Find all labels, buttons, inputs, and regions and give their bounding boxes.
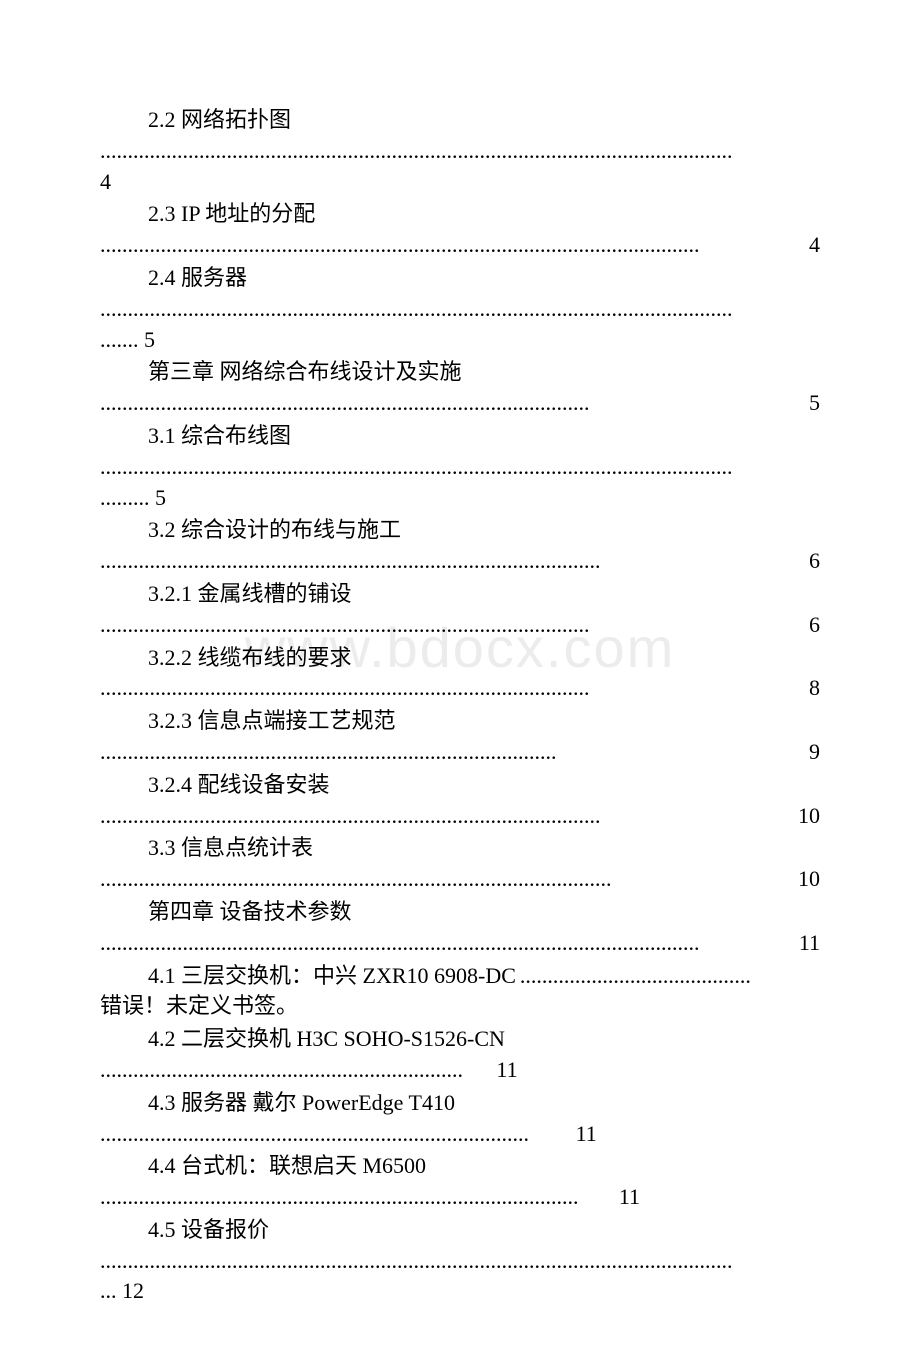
toc-page-number: 11: [613, 1182, 640, 1213]
toc-dots: ........................................…: [100, 864, 792, 895]
toc-entry: 4.4 台式机：联想启天 M6500 .....................…: [100, 1151, 820, 1213]
toc-entry: 3.2.1 金属线槽的铺设 ..........................…: [100, 579, 820, 641]
toc-entry: 第三章 网络综合布线设计及实施 ........................…: [100, 357, 820, 419]
toc-dots: ........................................…: [100, 546, 803, 577]
toc-page-num-text: 5: [155, 485, 166, 510]
toc-page-number: 10: [792, 801, 820, 832]
toc-title: 2.3 IP 地址的分配: [100, 199, 820, 230]
toc-leader: ........................................…: [100, 294, 820, 325]
toc-leader: ........................................…: [100, 136, 820, 167]
toc-title: 3.1 综合布线图: [100, 421, 820, 452]
toc-title: 3.2 综合设计的布线与施工: [100, 515, 820, 546]
toc-page-number: 错误！未定义书签。: [100, 991, 820, 1022]
toc-dots: ........................................…: [100, 610, 803, 641]
toc-entry: 3.2.3 信息点端接工艺规范 ........................…: [100, 706, 820, 768]
toc-title: 3.2.3 信息点端接工艺规范: [100, 706, 820, 737]
toc-title: 3.2.2 线缆布线的要求: [100, 643, 820, 674]
toc-page-number: 6: [803, 610, 820, 641]
toc-leader: ........................................…: [100, 737, 820, 768]
toc-leader: ........................................…: [100, 1246, 820, 1277]
toc-page-number: 9: [803, 737, 820, 768]
toc-page-number: ....... 5: [100, 325, 820, 356]
toc-title: 4.3 服务器 戴尔 PowerEdge T410: [100, 1088, 820, 1119]
toc-leader: ........................................…: [100, 928, 820, 959]
toc-leader: ........................................…: [100, 1182, 640, 1213]
toc-page-number: 11: [570, 1119, 597, 1150]
toc-dots: ........................................…: [100, 388, 803, 419]
toc-dots: ........................................…: [100, 136, 820, 167]
toc-page-number: 4: [803, 230, 820, 261]
toc-entry: 3.1 综合布线图 ..............................…: [100, 421, 820, 513]
toc-dots: ........................................…: [100, 1055, 490, 1086]
toc-page-number: 6: [803, 546, 820, 577]
toc-title: 3.2.1 金属线槽的铺设: [100, 579, 820, 610]
toc-dots: ........................................…: [520, 961, 820, 992]
toc-title: 第三章 网络综合布线设计及实施: [100, 357, 820, 388]
toc-leader: ........................................…: [100, 546, 820, 577]
toc-leader: ........................................…: [100, 452, 820, 483]
toc-page-number: 4: [100, 167, 820, 198]
toc-title: 4.1 三层交换机：中兴 ZXR10 6908-DC: [148, 961, 520, 992]
toc-dots: ........................................…: [100, 230, 803, 261]
toc-page-number: 5: [803, 388, 820, 419]
toc-title: 4.2 二层交换机 H3C SOHO-S1526-CN: [100, 1024, 820, 1055]
toc-entry: 2.3 IP 地址的分配 ...........................…: [100, 199, 820, 261]
toc-leader: ........................................…: [100, 673, 820, 704]
toc-page-num-text: 5: [144, 327, 155, 352]
toc-leader: ........................................…: [100, 864, 820, 895]
toc-entry: 3.2.2 线缆布线的要求 ..........................…: [100, 643, 820, 705]
toc-title: 第四章 设备技术参数: [100, 897, 820, 928]
toc-dots: ........................................…: [100, 1246, 820, 1277]
toc-title: 2.4 服务器: [100, 263, 820, 294]
toc-entry: 2.4 服务器 ................................…: [100, 263, 820, 355]
toc-dots: ........................................…: [100, 1119, 570, 1150]
toc-entry: 4.3 服务器 戴尔 PowerEdge T410 ..............…: [100, 1088, 820, 1150]
toc-page-number: ......... 5: [100, 483, 820, 514]
toc-inline-row: 4.1 三层交换机：中兴 ZXR10 6908-DC .............…: [100, 961, 820, 992]
table-of-contents: 2.2 网络拓扑图 ..............................…: [100, 105, 820, 1307]
toc-page-number: ... 12: [100, 1276, 820, 1307]
toc-dots: ........................................…: [100, 673, 803, 704]
toc-dots: ........................................…: [100, 452, 820, 483]
toc-entry: 2.2 网络拓扑图 ..............................…: [100, 105, 820, 197]
toc-page-num-text: 12: [122, 1278, 144, 1303]
toc-title: 4.5 设备报价: [100, 1215, 820, 1246]
toc-page-number: 10: [792, 864, 820, 895]
toc-dots: ........................................…: [100, 737, 803, 768]
document-page: www.bdocx.com 2.2 网络拓扑图 ................…: [0, 0, 920, 1369]
toc-leader: ........................................…: [100, 610, 820, 641]
toc-entry: 3.2 综合设计的布线与施工 .........................…: [100, 515, 820, 577]
toc-page-number: 8: [803, 673, 820, 704]
toc-title: 3.2.4 配线设备安装: [100, 770, 820, 801]
toc-title: 4.4 台式机：联想启天 M6500: [100, 1151, 820, 1182]
toc-leader: ........................................…: [100, 801, 820, 832]
toc-dots: ........................................…: [100, 294, 820, 325]
toc-entry: 4.1 三层交换机：中兴 ZXR10 6908-DC .............…: [100, 961, 820, 1023]
toc-page-number: 11: [490, 1055, 517, 1086]
toc-leader: ........................................…: [100, 1119, 597, 1150]
toc-entry: 3.3 信息点统计表 .............................…: [100, 833, 820, 895]
toc-dots: ........................................…: [100, 801, 792, 832]
toc-leader: ........................................…: [100, 388, 820, 419]
toc-entry: 4.5 设备报价 ...............................…: [100, 1215, 820, 1307]
toc-dots: ........................................…: [100, 1182, 613, 1213]
toc-leader: ........................................…: [100, 230, 820, 261]
toc-title: 2.2 网络拓扑图: [100, 105, 820, 136]
toc-dots: ........................................…: [100, 928, 793, 959]
toc-title: 3.3 信息点统计表: [100, 833, 820, 864]
toc-leader: ........................................…: [100, 1055, 518, 1086]
toc-entry: 4.2 二层交换机 H3C SOHO-S1526-CN ............…: [100, 1024, 820, 1086]
toc-page-number: 11: [793, 928, 820, 959]
toc-entry: 3.2.4 配线设备安装 ...........................…: [100, 770, 820, 832]
toc-entry: 第四章 设备技术参数 .............................…: [100, 897, 820, 959]
